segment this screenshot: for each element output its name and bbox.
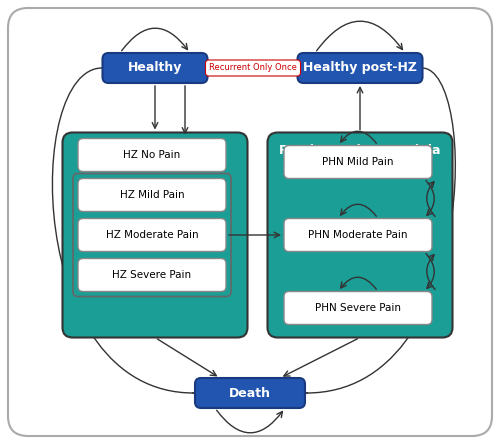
Text: Healthy post-HZ: Healthy post-HZ <box>303 62 417 75</box>
Text: Herpes Zoster: Herpes Zoster <box>90 144 190 157</box>
FancyBboxPatch shape <box>62 132 248 337</box>
Text: Healthy: Healthy <box>128 62 182 75</box>
Text: HZ No Pain: HZ No Pain <box>124 150 180 160</box>
FancyBboxPatch shape <box>102 53 208 83</box>
FancyBboxPatch shape <box>206 60 300 76</box>
FancyBboxPatch shape <box>284 292 432 325</box>
FancyBboxPatch shape <box>78 258 226 292</box>
FancyBboxPatch shape <box>298 53 422 83</box>
Text: HZ Moderate Pain: HZ Moderate Pain <box>106 230 198 240</box>
FancyBboxPatch shape <box>195 378 305 408</box>
Text: Death: Death <box>229 386 271 400</box>
FancyBboxPatch shape <box>284 218 432 251</box>
FancyBboxPatch shape <box>78 218 226 251</box>
FancyArrowPatch shape <box>306 68 456 393</box>
Text: PHN Moderate Pain: PHN Moderate Pain <box>308 230 408 240</box>
Text: HZ Mild Pain: HZ Mild Pain <box>120 190 184 200</box>
FancyBboxPatch shape <box>284 146 432 178</box>
FancyBboxPatch shape <box>78 139 226 171</box>
Text: HZ Severe Pain: HZ Severe Pain <box>112 270 192 280</box>
Text: Postherpetic Neuralgia: Postherpetic Neuralgia <box>279 144 441 157</box>
FancyBboxPatch shape <box>8 8 492 436</box>
FancyBboxPatch shape <box>268 132 452 337</box>
Text: PHN Mild Pain: PHN Mild Pain <box>322 157 394 167</box>
Text: PHN Severe Pain: PHN Severe Pain <box>315 303 401 313</box>
FancyArrowPatch shape <box>52 68 194 393</box>
Text: Recurrent Only Once: Recurrent Only Once <box>209 63 297 72</box>
FancyBboxPatch shape <box>78 178 226 211</box>
